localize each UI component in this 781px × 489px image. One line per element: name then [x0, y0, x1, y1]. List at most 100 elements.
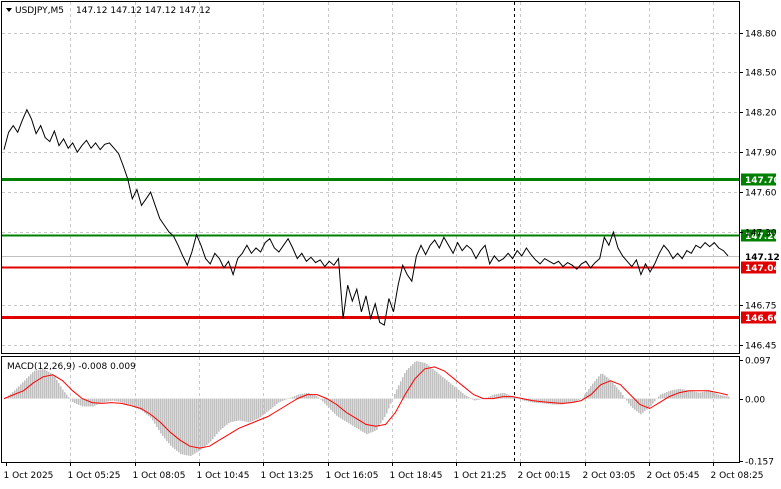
macd-bar	[366, 398, 368, 435]
macd-bar	[100, 398, 102, 404]
macd-bar	[460, 391, 462, 399]
macd-bar	[524, 398, 526, 401]
macd-bar	[248, 398, 250, 423]
macd-bar	[438, 373, 440, 399]
macd-bar	[684, 389, 686, 399]
macd-bar	[422, 362, 424, 399]
macd-bar	[338, 398, 340, 418]
macd-bar	[102, 398, 104, 403]
macd-bar	[522, 398, 524, 401]
macd-bar	[178, 398, 180, 453]
macd-bar	[580, 398, 582, 400]
macd-bar	[372, 398, 374, 432]
macd-bar	[54, 376, 56, 399]
macd-bar	[82, 398, 84, 407]
macd-bar	[138, 398, 140, 410]
macd-bar	[42, 369, 44, 399]
macd-bar	[398, 385, 400, 399]
macd-bar	[650, 398, 652, 407]
macd-bar	[692, 391, 694, 399]
symbol-dropdown-icon[interactable]	[6, 8, 12, 12]
macd-bar	[452, 385, 454, 399]
macd-bar	[462, 393, 464, 399]
macd-bar	[434, 370, 436, 399]
macd-bar	[708, 390, 710, 399]
macd-tick-label: -0.157	[745, 458, 774, 468]
macd-bar	[358, 398, 360, 430]
macd-bar	[130, 398, 132, 407]
macd-bar	[120, 398, 122, 403]
macd-bar	[164, 398, 166, 439]
time-label: 1 Oct 10:45	[197, 471, 250, 481]
ohlc-values: 147.12 147.12 147.12 147.12	[76, 6, 211, 16]
macd-tick-label: 0.00	[745, 396, 765, 406]
macd-bar	[520, 398, 522, 400]
macd-bar	[552, 398, 554, 405]
macd-bar	[242, 398, 244, 422]
level-tag-support	[741, 261, 776, 274]
time-axis: 1 Oct 2025 1 Oct 05:25 1 Oct 08:05 1 Oct 10…	[4, 462, 763, 481]
macd-bar	[50, 373, 52, 399]
macd-bar	[518, 398, 520, 400]
macd-bar	[548, 398, 550, 405]
macd-bar	[408, 367, 410, 399]
macd-bar	[382, 398, 384, 421]
macd-bar	[560, 398, 562, 405]
macd-bar	[152, 398, 154, 421]
macd-bar	[284, 398, 286, 401]
macd-bar	[598, 376, 600, 399]
macd-bar	[432, 368, 434, 399]
macd-bar	[360, 398, 362, 431]
macd-bar	[332, 398, 334, 412]
macd-bar	[624, 397, 626, 399]
macd-bar	[458, 389, 460, 399]
macd-bar	[328, 398, 330, 408]
level-tag-label: 147.04	[745, 264, 780, 274]
macd-bar	[202, 398, 204, 449]
symbol-label[interactable]: USDJPY,M5	[15, 6, 64, 16]
macd-bar	[362, 398, 364, 432]
macd-bar	[402, 377, 404, 399]
macd-bar	[576, 398, 578, 401]
macd-bar	[264, 398, 266, 414]
macd-bar	[128, 398, 130, 406]
macd-bar	[590, 386, 592, 399]
macd-bar	[726, 396, 728, 399]
macd-bar	[722, 395, 724, 399]
macd-bar	[566, 398, 568, 404]
macd-bar	[546, 398, 548, 404]
macd-bar	[628, 398, 630, 404]
macd-bar	[216, 398, 218, 435]
macd-bar	[410, 365, 412, 399]
macd-bar	[226, 398, 228, 425]
macd-bar	[466, 395, 468, 399]
macd-bar	[204, 398, 206, 447]
macd-bar	[556, 398, 558, 405]
macd-bar	[44, 369, 46, 399]
price-line	[3, 108, 729, 326]
macd-tick-label: 0.097	[745, 357, 771, 367]
macd-bar	[194, 398, 196, 454]
macd-bar	[464, 394, 466, 399]
macd-bar	[106, 398, 108, 402]
macd-bar	[662, 393, 664, 399]
macd-bar	[114, 398, 116, 402]
macd-bar	[450, 383, 452, 399]
macd-bar	[320, 398, 322, 400]
macd-bar	[396, 389, 398, 399]
macd-bar	[648, 398, 650, 408]
macd-bar	[72, 398, 74, 402]
macd-bar	[724, 395, 726, 399]
macd-bar	[392, 398, 394, 400]
macd-bar	[176, 398, 178, 451]
macd-bar	[688, 390, 690, 399]
macd-bar	[660, 394, 662, 399]
price-tick-label: 148.20	[745, 109, 777, 119]
macd-bar	[550, 398, 552, 405]
macd-bar	[286, 398, 288, 400]
macd-bar	[220, 398, 222, 430]
macd-bar	[68, 397, 70, 399]
macd-bar	[492, 395, 494, 399]
macd-bar	[712, 392, 714, 399]
